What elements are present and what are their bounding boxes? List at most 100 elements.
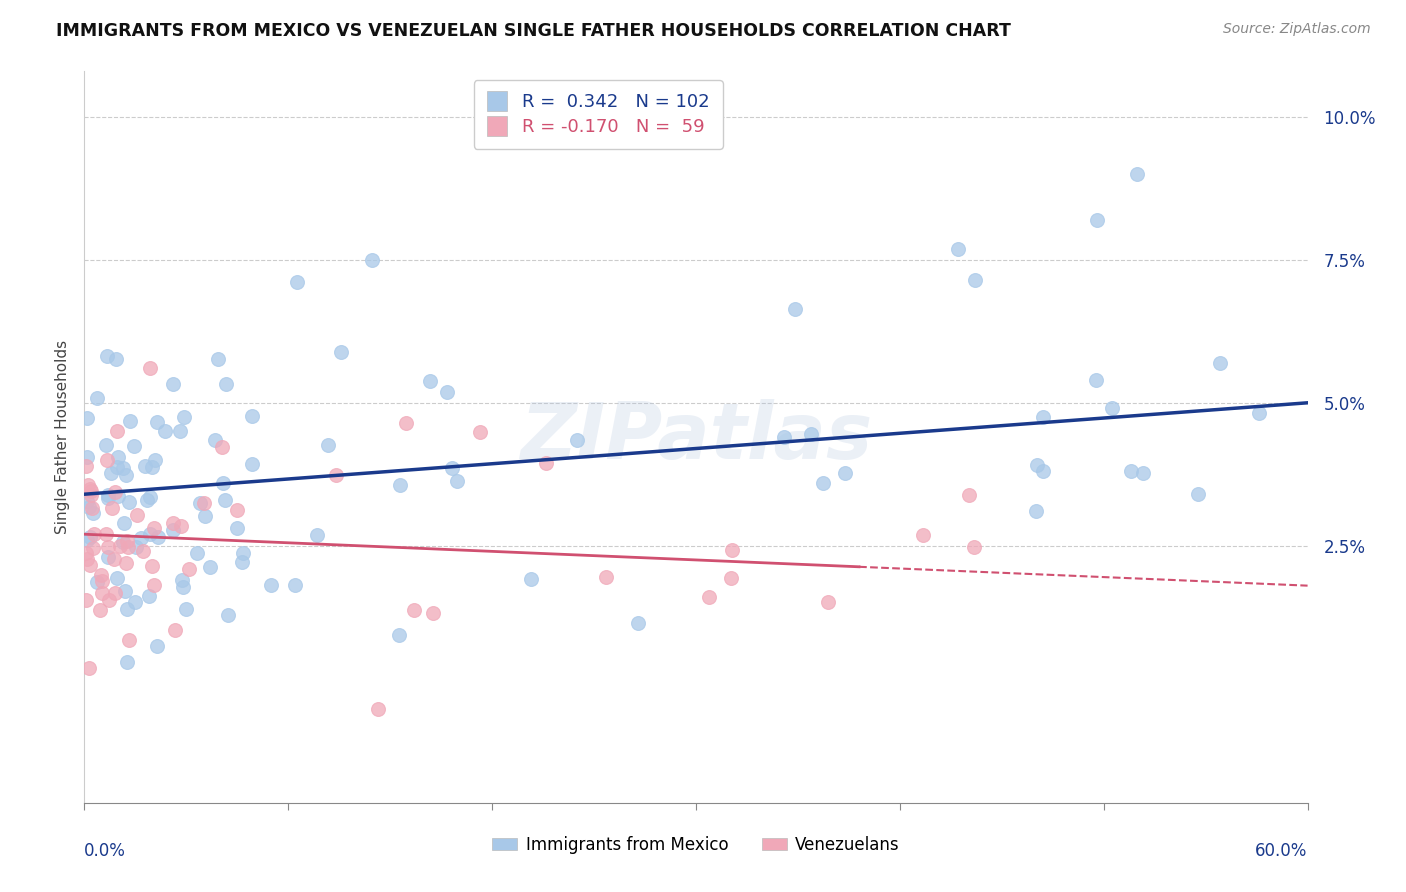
Point	[86, 391, 108, 405]
Point	[82, 506, 104, 520]
Point	[697, 590, 720, 604]
Point	[395, 416, 418, 430]
Point	[214, 376, 236, 391]
Point	[1101, 401, 1123, 416]
Point	[103, 551, 125, 566]
Point	[817, 595, 839, 609]
Point	[107, 450, 129, 464]
Point	[94, 438, 117, 452]
Point	[1209, 356, 1232, 370]
Point	[1126, 167, 1149, 181]
Point	[107, 489, 129, 503]
Point	[360, 253, 382, 268]
Point	[75, 546, 97, 560]
Point	[188, 496, 211, 510]
Point	[232, 546, 254, 560]
Point	[139, 527, 162, 541]
Point	[125, 540, 148, 554]
Point	[177, 562, 200, 576]
Point	[138, 490, 160, 504]
Point	[567, 434, 589, 448]
Point	[162, 516, 184, 530]
Point	[75, 593, 97, 607]
Point	[141, 459, 163, 474]
Point	[721, 543, 744, 558]
Point	[1085, 373, 1108, 387]
Point	[153, 424, 176, 438]
Point	[284, 578, 307, 592]
Point	[94, 526, 117, 541]
Point	[97, 488, 120, 502]
Point	[135, 492, 157, 507]
Point	[90, 567, 112, 582]
Point	[422, 606, 444, 620]
Point	[76, 493, 98, 508]
Point	[468, 425, 491, 439]
Y-axis label: Single Father Households: Single Father Households	[55, 340, 70, 534]
Point	[446, 475, 468, 489]
Text: 0.0%: 0.0%	[84, 842, 127, 860]
Point	[124, 595, 146, 609]
Point	[720, 571, 742, 585]
Point	[172, 580, 194, 594]
Point	[112, 461, 135, 475]
Point	[96, 349, 118, 363]
Point	[325, 467, 347, 482]
Point	[96, 453, 118, 467]
Point	[170, 518, 193, 533]
Point	[143, 577, 166, 591]
Point	[217, 607, 239, 622]
Point	[627, 616, 650, 631]
Point	[169, 424, 191, 438]
Point	[965, 273, 987, 287]
Point	[112, 516, 135, 530]
Point	[100, 466, 122, 480]
Point	[76, 551, 98, 566]
Point	[1132, 467, 1154, 481]
Point	[96, 491, 118, 505]
Point	[534, 457, 557, 471]
Point	[1085, 213, 1108, 227]
Point	[441, 461, 464, 475]
Point	[193, 509, 215, 524]
Point	[419, 375, 441, 389]
Point	[115, 556, 138, 570]
Point	[83, 526, 105, 541]
Point	[146, 415, 169, 429]
Point	[957, 488, 980, 502]
Point	[225, 521, 247, 535]
Point	[1249, 406, 1271, 420]
Point	[134, 458, 156, 473]
Point	[91, 574, 114, 588]
Point	[80, 483, 103, 498]
Point	[316, 438, 339, 452]
Point	[330, 344, 353, 359]
Point	[97, 592, 120, 607]
Point	[105, 460, 128, 475]
Point	[138, 590, 160, 604]
Point	[127, 508, 149, 522]
Point	[100, 501, 122, 516]
Point	[963, 540, 986, 554]
Point	[117, 540, 139, 554]
Point	[436, 385, 458, 400]
Point	[214, 493, 236, 508]
Point	[162, 377, 184, 392]
Point	[82, 541, 104, 555]
Point	[305, 528, 328, 542]
Point	[172, 573, 194, 587]
Point	[141, 559, 163, 574]
Point	[104, 484, 127, 499]
Point	[105, 425, 128, 439]
Point	[198, 559, 221, 574]
Point	[285, 275, 308, 289]
Point	[143, 521, 166, 535]
Point	[105, 352, 128, 367]
Point	[193, 495, 215, 509]
Point	[117, 534, 139, 549]
Point	[76, 450, 98, 465]
Point	[948, 242, 970, 256]
Point	[118, 414, 141, 428]
Point	[165, 623, 187, 637]
Point	[387, 628, 409, 642]
